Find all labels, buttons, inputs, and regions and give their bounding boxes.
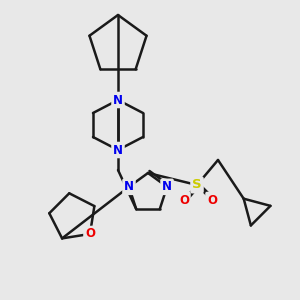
Text: O: O [85, 227, 95, 241]
Text: S: S [192, 178, 202, 191]
Text: N: N [162, 180, 172, 193]
Text: N: N [124, 180, 134, 193]
Text: N: N [113, 94, 123, 106]
Text: O: O [179, 194, 189, 206]
Text: O: O [207, 194, 217, 206]
Text: N: N [113, 143, 123, 157]
